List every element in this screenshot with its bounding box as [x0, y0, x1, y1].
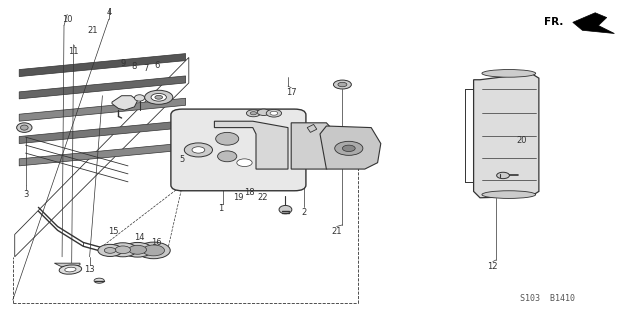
Polygon shape — [19, 143, 186, 166]
Ellipse shape — [216, 132, 239, 145]
Polygon shape — [19, 76, 186, 99]
Ellipse shape — [250, 112, 257, 115]
Text: S103  B1410: S103 B1410 — [520, 294, 575, 303]
Ellipse shape — [497, 172, 509, 179]
Ellipse shape — [129, 245, 147, 254]
Ellipse shape — [338, 82, 347, 87]
Text: 14: 14 — [134, 233, 145, 242]
Text: 10: 10 — [62, 15, 72, 24]
Ellipse shape — [279, 205, 292, 214]
Text: 18: 18 — [244, 189, 255, 197]
Polygon shape — [474, 73, 539, 198]
Text: 12: 12 — [488, 262, 498, 271]
Ellipse shape — [482, 70, 536, 77]
Polygon shape — [291, 123, 342, 169]
Ellipse shape — [115, 246, 131, 254]
Ellipse shape — [333, 80, 351, 89]
Ellipse shape — [145, 249, 160, 256]
Ellipse shape — [59, 265, 82, 274]
Ellipse shape — [266, 109, 282, 117]
Polygon shape — [573, 13, 614, 33]
Polygon shape — [320, 126, 381, 169]
Text: 11: 11 — [68, 47, 79, 56]
FancyBboxPatch shape — [171, 109, 306, 191]
Polygon shape — [19, 54, 186, 77]
Text: 8: 8 — [132, 63, 137, 71]
Ellipse shape — [134, 95, 145, 101]
Ellipse shape — [270, 111, 278, 115]
Ellipse shape — [94, 278, 104, 283]
Text: 13: 13 — [84, 265, 95, 274]
Ellipse shape — [98, 244, 122, 256]
Polygon shape — [19, 121, 186, 144]
Ellipse shape — [155, 95, 163, 99]
Text: 21: 21 — [332, 227, 342, 236]
Text: 1: 1 — [218, 204, 223, 213]
Ellipse shape — [246, 110, 260, 117]
Text: 15: 15 — [108, 227, 118, 236]
Text: 16: 16 — [152, 238, 162, 247]
Ellipse shape — [143, 245, 164, 256]
Polygon shape — [112, 96, 138, 110]
Polygon shape — [54, 263, 80, 270]
Ellipse shape — [145, 90, 173, 104]
Ellipse shape — [65, 267, 76, 272]
Text: 9: 9 — [120, 59, 125, 68]
Text: 6: 6 — [154, 61, 159, 70]
Polygon shape — [214, 121, 288, 169]
Ellipse shape — [109, 243, 137, 257]
Ellipse shape — [482, 191, 536, 198]
Ellipse shape — [257, 109, 270, 115]
Ellipse shape — [342, 145, 355, 152]
Text: 7: 7 — [143, 64, 148, 73]
Polygon shape — [307, 124, 317, 132]
Text: 3: 3 — [23, 190, 28, 199]
Text: 21: 21 — [88, 26, 98, 35]
Ellipse shape — [335, 141, 363, 155]
Ellipse shape — [17, 123, 32, 132]
Ellipse shape — [151, 93, 166, 101]
Ellipse shape — [192, 147, 205, 153]
Text: 17: 17 — [286, 88, 296, 97]
Ellipse shape — [104, 248, 116, 253]
Text: 5: 5 — [180, 155, 185, 164]
Ellipse shape — [184, 143, 212, 157]
Ellipse shape — [123, 242, 152, 257]
Text: 22: 22 — [257, 193, 268, 202]
Text: 4: 4 — [106, 8, 111, 17]
Text: 2: 2 — [301, 208, 307, 217]
Polygon shape — [19, 98, 186, 121]
Polygon shape — [15, 57, 189, 257]
Text: 20: 20 — [516, 136, 527, 145]
Ellipse shape — [237, 159, 252, 167]
Text: FR.: FR. — [544, 17, 563, 27]
Ellipse shape — [20, 125, 28, 130]
Text: 19: 19 — [233, 193, 243, 202]
Ellipse shape — [137, 242, 170, 259]
Ellipse shape — [218, 151, 237, 162]
